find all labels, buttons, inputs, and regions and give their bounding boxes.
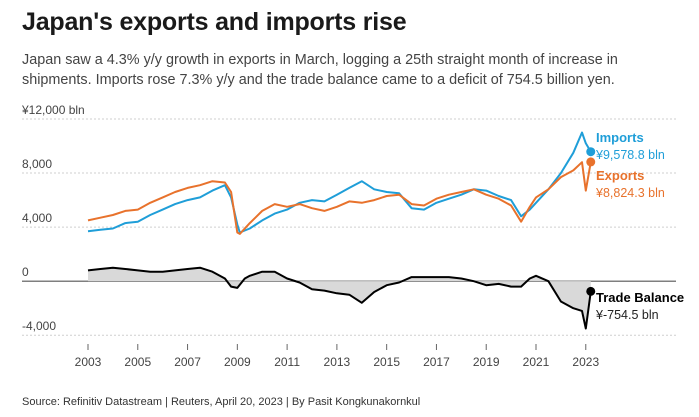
- x-tick-label: 2007: [174, 355, 201, 369]
- x-tick-label: 2021: [523, 355, 550, 369]
- end-point-imports: [586, 147, 596, 157]
- x-tick-label: 2003: [75, 355, 102, 369]
- series-lines: [87, 131, 596, 330]
- chart-title: Japan's exports and imports rise: [22, 8, 407, 36]
- series-value-label: ¥-754.5 bln: [595, 308, 659, 322]
- series-line-trade-balance: [87, 266, 592, 330]
- x-tick-label: 2017: [423, 355, 450, 369]
- series-labels: Imports ¥9,578.8 bln Exports ¥8,824.3 bln Tr…: [595, 130, 684, 322]
- x-tick-label: 2019: [473, 355, 500, 369]
- y-tick-label: 0: [22, 265, 29, 279]
- series-name-label: Trade Balance: [596, 290, 684, 305]
- x-axis: 2003 2005 2007 2009 2011 2013 2015 2017 2019 2021…: [75, 344, 599, 369]
- series-name-label: Imports: [596, 130, 644, 145]
- end-point-trade-balance: [586, 286, 596, 296]
- x-tick-label: 2015: [373, 355, 400, 369]
- end-point-exports: [586, 157, 596, 167]
- y-tick-label: 8,000: [22, 157, 52, 171]
- x-tick-label: 2011: [274, 355, 300, 369]
- y-tick-label: 4,000: [22, 211, 52, 225]
- source-note: Source: Refinitiv Datastream | Reuters, …: [22, 396, 421, 408]
- series-value-label: ¥9,578.8 bln: [595, 148, 665, 162]
- series-value-label: ¥8,824.3 bln: [595, 186, 665, 200]
- trade-balance-area: [88, 267, 591, 329]
- y-tick-label: ¥12,000 bln: [21, 103, 85, 117]
- balance-area: [88, 267, 591, 329]
- series-name-label: Exports: [596, 168, 644, 183]
- x-tick-label: 2023: [572, 355, 599, 369]
- series-line-imports: [87, 131, 592, 234]
- y-tick-label: -4,000: [22, 319, 56, 333]
- x-tick-label: 2009: [224, 355, 251, 369]
- x-tick-label: 2013: [324, 355, 351, 369]
- chart-subtitle: Japan saw a 4.3% y/y growth in exports i…: [22, 52, 618, 88]
- series-line-exports: [87, 161, 592, 235]
- x-tick-label: 2005: [124, 355, 151, 369]
